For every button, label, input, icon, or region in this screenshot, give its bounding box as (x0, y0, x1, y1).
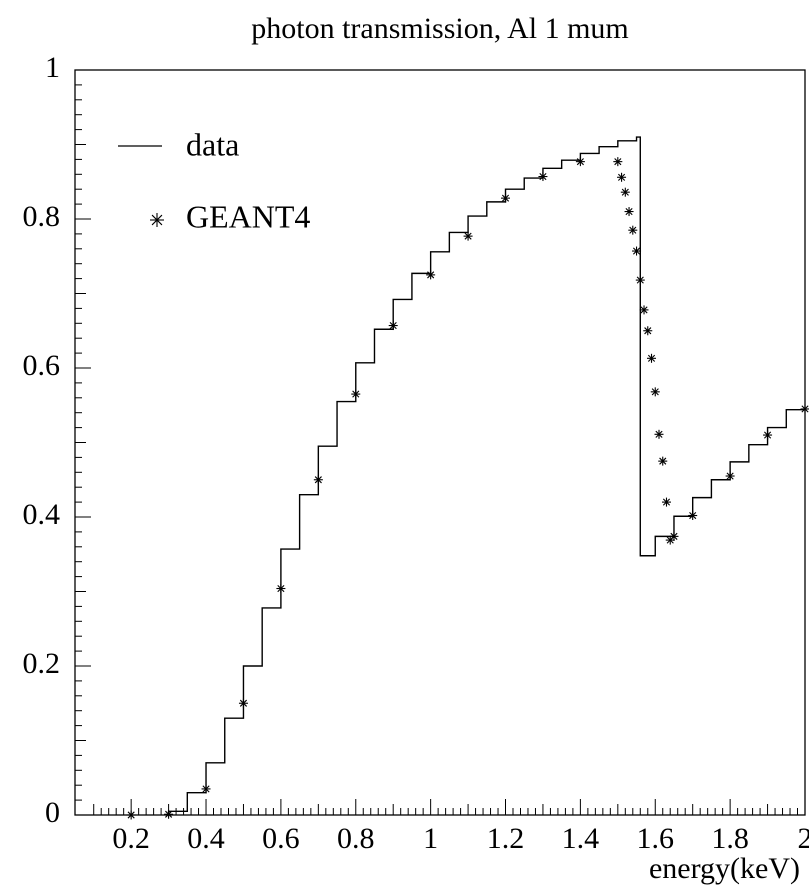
geant4-point (276, 584, 286, 594)
geant4-point (635, 275, 645, 285)
geant4-point (688, 511, 698, 521)
geant4-point (388, 321, 398, 331)
geant4-point (650, 387, 660, 397)
geant4-point (463, 231, 473, 241)
geant4-point (647, 353, 657, 363)
geant4-point (669, 531, 679, 541)
y-tick-label: 0 (45, 796, 60, 829)
x-tick-label: 1.6 (637, 822, 675, 855)
legend-geant4-swatch (150, 213, 164, 227)
x-tick-label: 1.2 (487, 822, 525, 855)
y-tick-label: 0.6 (23, 349, 61, 382)
y-tick-label: 0.2 (23, 647, 61, 680)
x-tick-label: 0.2 (112, 822, 150, 855)
asterisk-marker (150, 213, 164, 227)
geant4-point (613, 157, 623, 167)
geant4-point (658, 456, 668, 466)
legend-data-label: data (186, 126, 239, 162)
geant4-point (624, 207, 634, 217)
x-axis: 0.2 0.4 0.6 0.8 1 1.2 1.4 1.6 1.8 2 (93, 799, 809, 855)
x-tick-label: 0.4 (187, 822, 225, 855)
x-tick-label: 0.6 (262, 822, 300, 855)
legend: data GEANT4 (118, 126, 310, 234)
plot-frame (74, 69, 806, 816)
geant4-point (164, 809, 174, 819)
geant4-point (538, 172, 548, 182)
geant4-point (800, 404, 809, 414)
geant4-point (617, 172, 627, 182)
y-tick-label: 0.4 (23, 498, 61, 531)
geant4-point (426, 270, 436, 280)
geant4-point (313, 475, 323, 485)
geant4-point (654, 429, 664, 439)
geant4-point (351, 389, 361, 399)
geant4-point (763, 430, 773, 440)
geant4-point (632, 246, 642, 256)
x-tick-label: 1.4 (562, 822, 600, 855)
geant4-point (238, 698, 248, 708)
x-tick-label: 1.8 (711, 822, 749, 855)
geant4-point (620, 187, 630, 197)
geant4-point (725, 471, 735, 481)
x-tick-label: 1 (423, 822, 438, 855)
geant4-point (643, 326, 653, 336)
geant4-point (501, 193, 511, 203)
geant4-point (661, 497, 671, 507)
y-axis: 0 0.2 0.4 0.6 0.8 1 (23, 51, 91, 829)
x-tick-label: 2 (798, 822, 809, 855)
geant4-point (575, 157, 585, 167)
geant4-point (126, 810, 136, 820)
y-tick-label: 1 (45, 51, 60, 84)
series-layer (126, 136, 809, 820)
x-tick-label: 0.8 (337, 822, 375, 855)
geant4-point (639, 305, 649, 315)
legend-geant4-label: GEANT4 (186, 198, 310, 234)
geant4-point (628, 225, 638, 235)
data-step-line (167, 136, 805, 815)
x-axis-label: energy(keV) (649, 852, 800, 885)
y-tick-label: 0.8 (23, 200, 61, 233)
chart-title: photon transmission, Al 1 mum (251, 12, 629, 45)
geant4-point (201, 784, 211, 794)
